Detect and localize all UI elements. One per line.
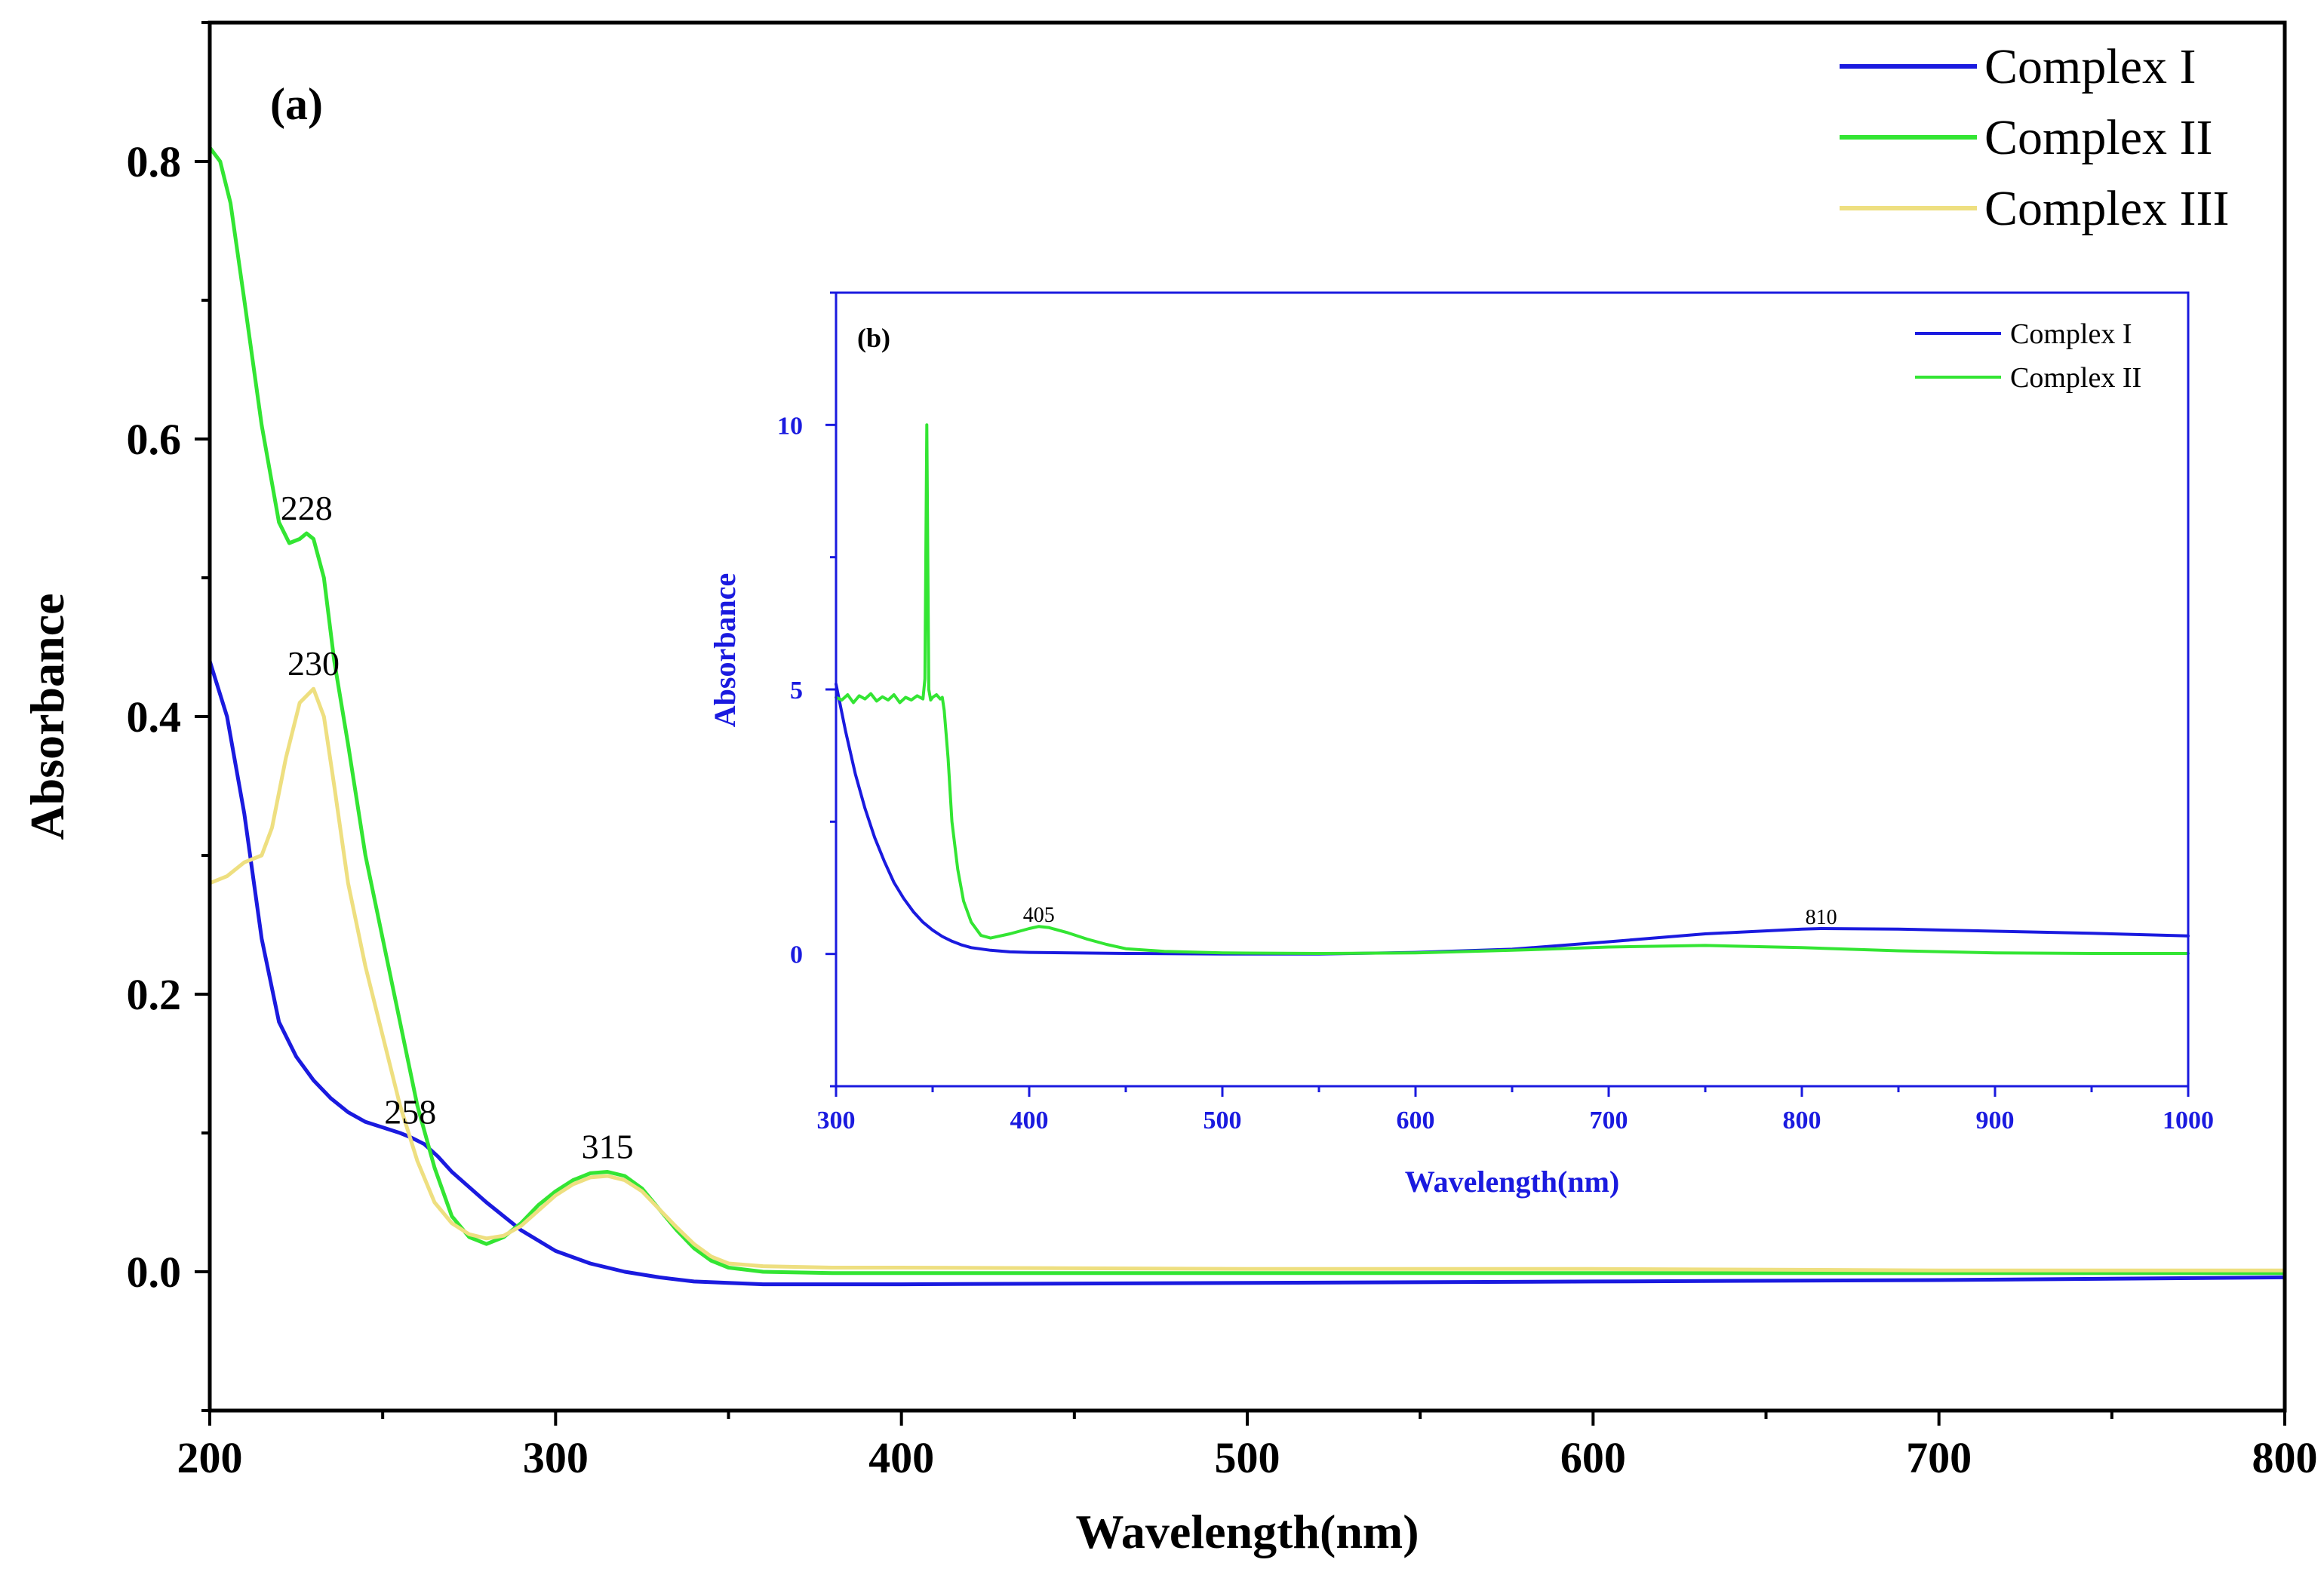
- main-legend-label-complex-ii: Complex II: [1984, 110, 2212, 165]
- inset-x-tick-label: 600: [1397, 1107, 1435, 1134]
- main-x-tick-label: 300: [523, 1433, 589, 1482]
- inset-chart: 405 810 300 400 500 600 700 800 900 1000 0 5 10 (b…: [708, 291, 2214, 1199]
- main-peak-label-258: 258: [384, 1093, 436, 1131]
- main-y-tick-label: 0.8: [127, 137, 182, 186]
- inset-series-line-complex-i: [835, 683, 2190, 956]
- inset-peak-label-810: 810: [1806, 906, 1837, 929]
- inset-peak-label-405: 405: [1023, 904, 1055, 927]
- main-x-axis-title: Wavelength(nm): [1075, 1505, 1419, 1558]
- inset-x-tick-label: 300: [817, 1107, 856, 1134]
- main-peak-label-315: 315: [582, 1128, 634, 1166]
- inset-x-tick-label: 800: [1783, 1107, 1821, 1134]
- main-legend-label-complex-i: Complex I: [1984, 39, 2196, 94]
- main-series-line-complex-iii: [208, 686, 2287, 1273]
- inset-legend: Complex I Complex II: [1915, 318, 2141, 394]
- inset-y-tick-label: 0: [790, 941, 803, 969]
- inset-panel-label: (b): [857, 323, 890, 353]
- main-peak-label-228: 228: [281, 489, 333, 527]
- main-x-tick-label: 400: [868, 1433, 934, 1482]
- main-x-tick-label: 600: [1560, 1433, 1626, 1482]
- inset-x-tick-label: 900: [1976, 1107, 2015, 1134]
- inset-y-axis-title: Absorbance: [708, 573, 742, 727]
- inset-background: [836, 293, 2188, 1086]
- main-chart: 228 230 258 315 200 300 400 500 600 700 800 0.0 0.…: [20, 20, 2318, 1558]
- main-x-tick-label: 800: [2252, 1433, 2318, 1482]
- inset-y-tick-label: 10: [777, 412, 803, 440]
- main-peak-label-230: 230: [287, 644, 340, 683]
- inset-x-tick-label: 500: [1204, 1107, 1242, 1134]
- main-series-line-complex-i: [208, 659, 2287, 1287]
- inset-legend-label-complex-i: Complex I: [2010, 318, 2132, 350]
- main-legend: Complex I Complex II Complex III: [1840, 39, 2229, 236]
- inset-legend-label-complex-ii: Complex II: [2010, 362, 2141, 394]
- main-y-tick-label: 0.6: [127, 415, 182, 464]
- main-y-tick-label: 0.2: [127, 970, 182, 1019]
- main-x-tick-label: 500: [1215, 1433, 1280, 1482]
- main-x-tick-label: 700: [1906, 1433, 1972, 1482]
- inset-x-axis-title: Wavelength(nm): [1405, 1165, 1619, 1199]
- inset-y-tick-label: 5: [790, 677, 803, 705]
- main-panel-label: (a): [270, 79, 323, 129]
- main-y-tick-label: 0.0: [127, 1248, 182, 1297]
- main-series-line-complex-ii: [208, 146, 2287, 1276]
- main-x-tick-label: 200: [177, 1433, 243, 1482]
- inset-x-tick-label: 400: [1010, 1107, 1049, 1134]
- main-y-axis-title: Absorbance: [20, 593, 74, 840]
- main-y-tick-label: 0.4: [127, 692, 182, 741]
- inset-series-line-complex-ii: [835, 423, 2190, 955]
- main-legend-label-complex-iii: Complex III: [1984, 181, 2229, 236]
- inset-x-tick-label: 1000: [2163, 1107, 2214, 1134]
- inset-x-tick-label: 700: [1590, 1107, 1628, 1134]
- main-plot-area: 228 230 258 315 200 300 400 500 600 700 800 0.0 0.…: [127, 20, 2318, 1482]
